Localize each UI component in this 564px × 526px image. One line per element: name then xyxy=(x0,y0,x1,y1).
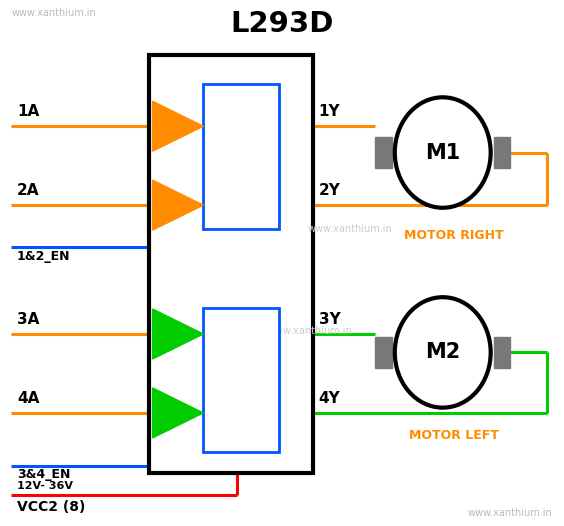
Text: 1Y: 1Y xyxy=(319,104,340,119)
Text: 3&4_EN: 3&4_EN xyxy=(17,468,70,481)
Ellipse shape xyxy=(395,297,491,408)
Text: www.xanthium.in: www.xanthium.in xyxy=(307,224,392,234)
Polygon shape xyxy=(152,309,203,359)
Text: MOTOR RIGHT: MOTOR RIGHT xyxy=(404,229,504,242)
Ellipse shape xyxy=(395,97,491,208)
Text: www.xanthium.in: www.xanthium.in xyxy=(268,326,352,337)
Polygon shape xyxy=(152,101,203,151)
Bar xyxy=(375,337,392,368)
Text: M2: M2 xyxy=(425,342,460,362)
Text: 2Y: 2Y xyxy=(319,183,341,198)
Text: www.xanthium.in: www.xanthium.in xyxy=(11,8,96,18)
Text: 2A: 2A xyxy=(17,183,39,198)
Bar xyxy=(149,55,313,473)
Text: 4Y: 4Y xyxy=(319,391,341,406)
Bar xyxy=(494,137,510,168)
Bar xyxy=(203,308,279,452)
Text: VCC2 (8): VCC2 (8) xyxy=(17,500,85,514)
Text: MOTOR LEFT: MOTOR LEFT xyxy=(409,429,499,442)
Text: 1&2_EN: 1&2_EN xyxy=(17,250,70,263)
Text: 12V- 36V: 12V- 36V xyxy=(17,481,73,491)
Text: www.xanthium.in: www.xanthium.in xyxy=(468,508,553,518)
Bar xyxy=(494,337,510,368)
Bar xyxy=(203,84,279,229)
Bar xyxy=(375,137,392,168)
Text: M1: M1 xyxy=(425,143,460,163)
Text: L293D: L293D xyxy=(230,9,334,38)
Text: 1A: 1A xyxy=(17,104,39,119)
Polygon shape xyxy=(152,180,203,230)
Polygon shape xyxy=(152,388,203,438)
Text: 3A: 3A xyxy=(17,312,39,327)
Text: 4A: 4A xyxy=(17,391,39,406)
Text: 3Y: 3Y xyxy=(319,312,341,327)
